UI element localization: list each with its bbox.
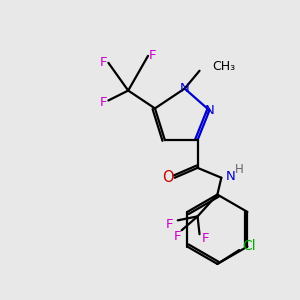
- Text: N: N: [225, 170, 235, 183]
- Text: F: F: [100, 56, 107, 69]
- Text: F: F: [202, 232, 209, 245]
- Text: H: H: [235, 163, 244, 176]
- Text: N: N: [180, 82, 190, 95]
- Text: Cl: Cl: [242, 239, 256, 253]
- Text: F: F: [149, 50, 157, 62]
- Text: N: N: [205, 104, 214, 117]
- Text: F: F: [174, 230, 182, 243]
- Text: F: F: [100, 96, 107, 109]
- Text: CH₃: CH₃: [212, 60, 236, 73]
- Text: F: F: [166, 218, 174, 231]
- Text: O: O: [162, 170, 174, 185]
